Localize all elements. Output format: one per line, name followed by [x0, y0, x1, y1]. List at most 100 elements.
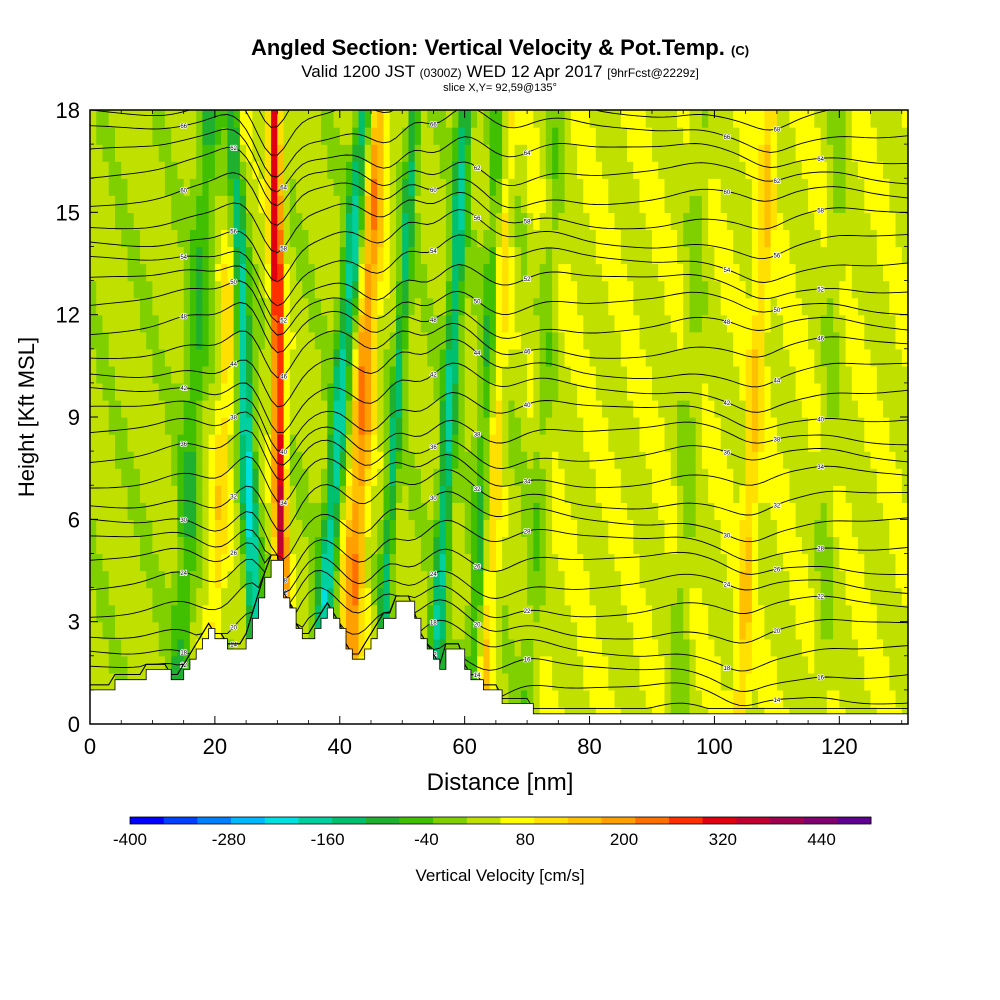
velocity-cell	[833, 689, 840, 708]
velocity-cell	[196, 246, 203, 265]
velocity-cell	[783, 604, 790, 623]
velocity-cell	[845, 195, 853, 213]
velocity-cell	[758, 263, 765, 282]
velocity-cell	[489, 604, 497, 623]
velocity-cell	[876, 161, 884, 179]
velocity-cell	[133, 110, 141, 128]
velocity-cell	[214, 417, 222, 435]
velocity-cell	[277, 246, 285, 265]
velocity-cell	[171, 451, 178, 469]
velocity-cell	[108, 280, 116, 299]
velocity-cell	[308, 314, 316, 333]
velocity-cell	[177, 212, 185, 230]
velocity-cell	[627, 689, 634, 708]
velocity-cell	[520, 144, 528, 162]
velocity-cell	[227, 348, 235, 367]
velocity-cell	[314, 399, 322, 418]
velocity-cell	[533, 502, 541, 520]
velocity-cell	[589, 246, 597, 265]
velocity-cell	[814, 348, 822, 367]
velocity-cell	[520, 263, 528, 282]
velocity-cell	[845, 570, 853, 589]
velocity-cell	[402, 382, 409, 401]
velocity-cell	[108, 570, 116, 589]
velocity-cell	[652, 655, 659, 674]
velocity-cell	[383, 127, 391, 145]
velocity-cell	[720, 297, 728, 316]
velocity-cell	[171, 621, 178, 640]
velocity-cell	[90, 485, 97, 503]
velocity-cell	[339, 587, 347, 606]
velocity-cell	[764, 212, 772, 230]
velocity-cell	[420, 399, 428, 418]
velocity-cell	[533, 195, 541, 213]
velocity-cell	[464, 502, 472, 520]
velocity-cell	[577, 314, 584, 333]
velocity-cell	[776, 331, 784, 350]
velocity-cell	[121, 553, 128, 572]
velocity-cell	[202, 502, 210, 520]
velocity-cell	[589, 229, 597, 248]
velocity-cell	[364, 348, 372, 367]
velocity-cell	[602, 144, 609, 162]
velocity-cell	[158, 280, 166, 299]
velocity-cell	[589, 417, 597, 435]
velocity-cell	[677, 536, 684, 555]
colorbar-tick-label: -400	[113, 830, 147, 849]
velocity-cell	[839, 672, 847, 691]
velocity-cell	[527, 348, 534, 367]
velocity-cell	[833, 365, 840, 384]
velocity-cell	[645, 280, 653, 299]
velocity-cell	[333, 365, 341, 384]
velocity-cell	[745, 263, 753, 282]
velocity-cell	[783, 382, 790, 401]
velocity-cell	[271, 485, 278, 503]
velocity-cell	[595, 621, 603, 640]
velocity-cell	[670, 655, 678, 674]
velocity-cell	[214, 536, 222, 555]
theta-contour	[90, 302, 908, 353]
velocity-cell	[346, 587, 353, 606]
velocity-cell	[677, 451, 684, 469]
velocity-cell	[452, 348, 459, 367]
velocity-cell	[283, 127, 291, 145]
colorbar-swatch	[534, 817, 569, 824]
velocity-cell	[527, 178, 534, 196]
velocity-cell	[420, 365, 428, 384]
velocity-cell	[714, 468, 722, 486]
velocity-cell	[627, 280, 634, 299]
velocity-cell	[333, 212, 341, 230]
velocity-cell	[889, 314, 897, 333]
velocity-cell	[158, 587, 166, 606]
velocity-cell	[801, 570, 809, 589]
velocity-cell	[808, 451, 815, 469]
velocity-cell	[296, 127, 303, 145]
velocity-cell	[464, 399, 472, 418]
velocity-cell	[820, 468, 828, 486]
velocity-cell	[214, 195, 222, 213]
velocity-cell	[402, 331, 409, 350]
velocity-cell	[558, 331, 566, 350]
velocity-cell	[876, 604, 884, 623]
velocity-cell	[789, 570, 797, 589]
velocity-cell	[239, 536, 247, 555]
theta-contour	[90, 554, 908, 619]
velocity-cell	[901, 519, 908, 537]
velocity-cell	[233, 485, 241, 503]
velocity-cell	[420, 110, 428, 128]
velocity-cell	[664, 485, 672, 503]
velocity-cell	[108, 144, 116, 162]
velocity-cell	[458, 280, 466, 299]
velocity-cell	[733, 178, 740, 196]
velocity-cell	[177, 195, 185, 213]
velocity-cell	[876, 365, 884, 384]
velocity-cell	[602, 229, 609, 248]
velocity-cell	[333, 587, 341, 606]
velocity-cell	[570, 672, 578, 691]
velocity-cell	[258, 365, 266, 384]
velocity-cell	[252, 587, 260, 606]
velocity-cell	[196, 144, 203, 162]
velocity-cell	[358, 161, 366, 179]
velocity-cell	[239, 502, 247, 520]
velocity-cell	[870, 399, 878, 418]
